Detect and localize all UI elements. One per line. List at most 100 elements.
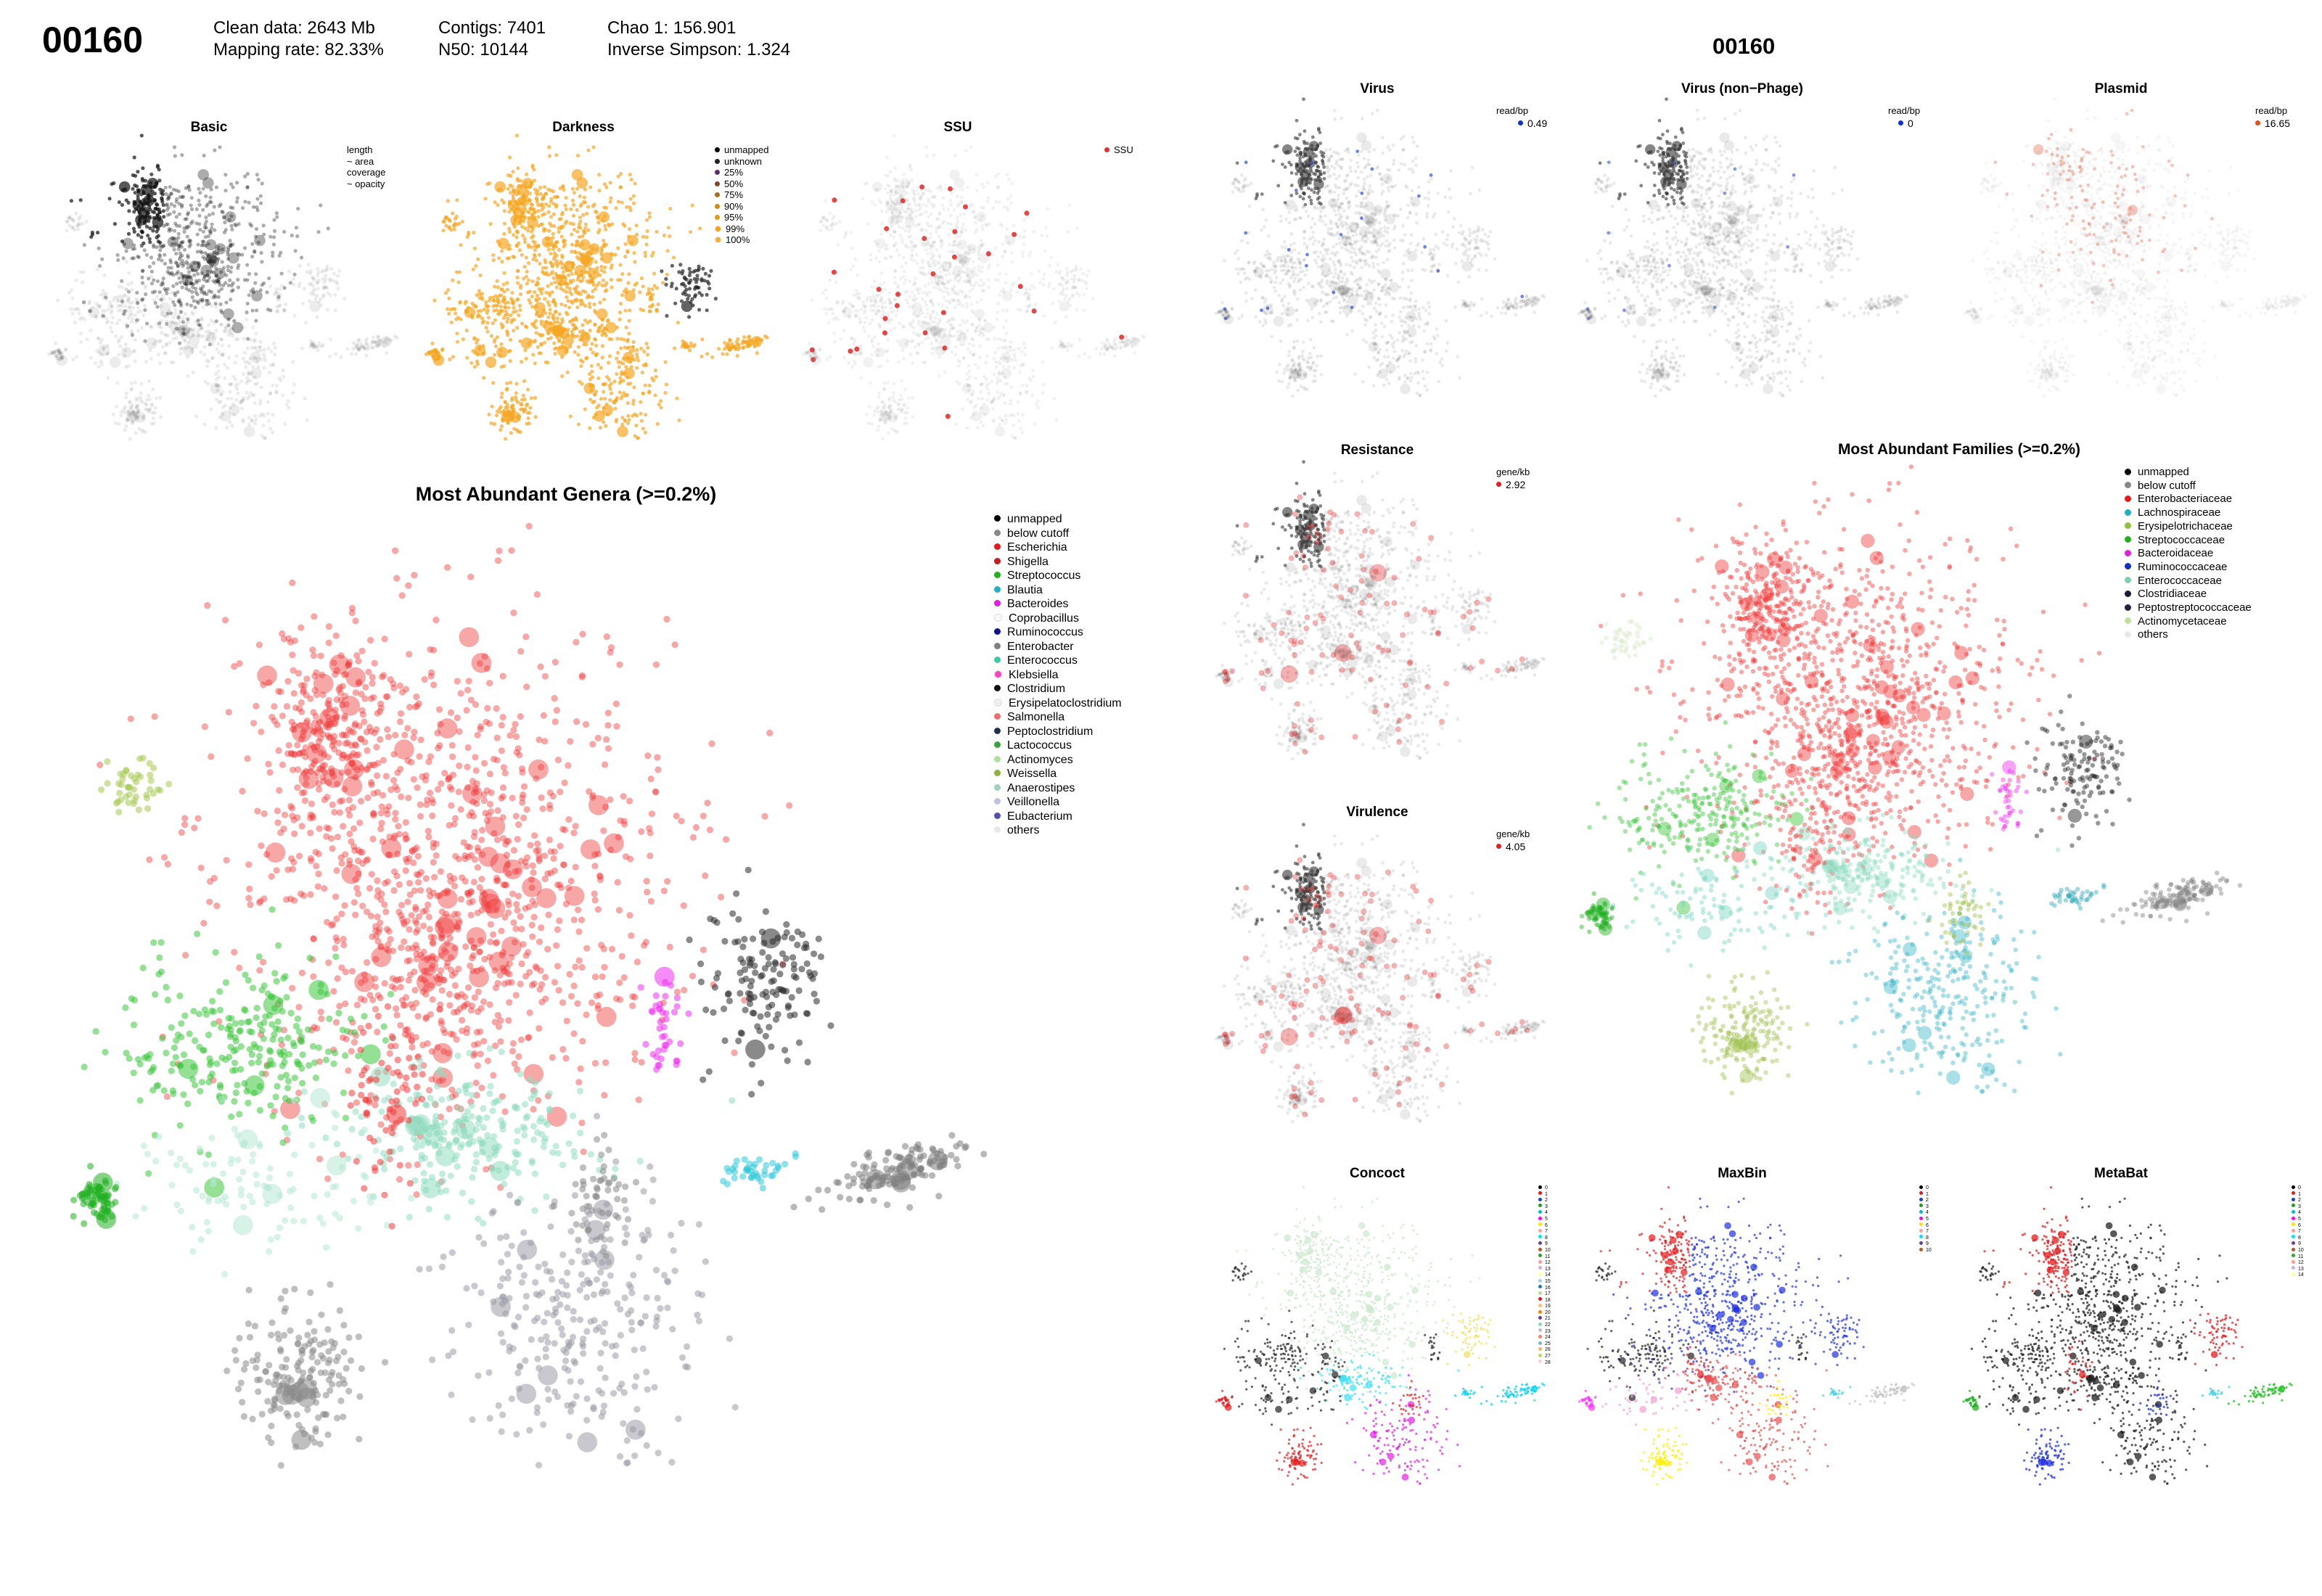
scatter-point [538,192,543,196]
scatter-point [964,250,968,255]
scatter-point [883,300,887,305]
scatter-point [1064,281,1068,285]
scatter-point [623,367,635,379]
scatter-point [996,396,1001,400]
scatter-point [387,338,391,342]
scatter-point [1003,346,1006,350]
legend-basic: length ~ area coverage ~ opacity [347,144,385,189]
scatter-point [95,349,99,353]
scatter-point [392,731,399,739]
scatter-point [209,304,213,308]
scatter-point [888,415,892,419]
scatter-point [355,342,359,346]
scatter-point [708,740,715,747]
scatter-point [980,297,983,302]
scatter-point [181,316,185,321]
scatter-point [953,275,958,279]
scatter-point [147,216,152,221]
scatter-point [854,289,858,293]
scatter-point [808,349,812,353]
scatter-point [398,710,405,717]
scatter-point [1059,342,1063,346]
scatter-point [126,316,131,320]
scatter-point [178,328,182,332]
scatter-point [864,412,869,416]
scatter-point [342,297,347,301]
scatter-point [254,234,266,247]
scatter-point [117,421,121,427]
legend-label: 25% [724,167,743,178]
scatter-point [1037,269,1041,273]
scatter-point [765,335,769,340]
scatter-point [870,200,874,205]
scatter-point [511,310,516,314]
scatter-point [522,379,527,383]
scatter-point [916,334,920,337]
scatter-point [692,276,697,281]
scatter-point [81,300,86,305]
scatter-point [879,297,883,302]
scatter-point [159,302,171,313]
scatter-point [236,252,240,256]
scatter-point [151,290,155,295]
scatter-point [1077,277,1081,281]
scatter-point [535,299,539,303]
scatter-point [1042,272,1046,276]
scatter-point [168,258,173,263]
scatter-point [229,289,234,293]
scatter-point [155,322,160,326]
scatter-point [204,279,209,284]
scatter-point [282,308,287,312]
scatter-point [469,361,474,365]
scatter-point [844,231,848,234]
scatter-point [402,855,409,863]
scatter-point [978,382,982,387]
scatter-point [939,288,943,292]
scatter-point [891,398,895,402]
scatter-point [524,356,528,361]
scatter-point [958,323,962,327]
scatter-point [825,219,829,223]
scatter-point [625,400,630,406]
scatter-point [194,319,198,324]
scatter-point [253,414,258,418]
scatter-point [256,240,260,244]
scatter-point [103,308,107,313]
scatter-point [970,337,975,341]
scatter-point [500,881,507,889]
scatter-point [942,295,946,299]
scatter-point [879,295,884,300]
scatter-point [925,154,929,158]
scatter-point [1025,215,1029,219]
scatter-point [1054,418,1059,422]
scatter-point [1025,390,1029,393]
scatter-point [1019,427,1022,431]
scatter-point [1060,275,1064,279]
scatter-point [951,318,956,322]
scatter-point [165,321,169,326]
scatter-point [543,297,547,301]
scatter-point [214,243,226,255]
scatter-point [905,198,909,202]
scatter-point [465,355,469,360]
scatter-point [945,414,951,419]
scatter-point [968,277,972,281]
scatter-point [865,298,869,303]
scatter-point [1085,273,1088,278]
scatter-point [881,406,885,410]
scatter-point [89,309,93,313]
scatter-point [381,635,388,643]
scatter-point [893,429,898,434]
scatter-point [919,205,923,210]
scatter-point [971,310,975,315]
scatter-point [170,271,174,275]
scatter-point [730,342,734,346]
scatter-point [603,223,607,228]
scatter-point [507,200,512,204]
scatter-point [967,245,972,250]
scatter-point [105,352,110,356]
scatter-point [612,995,620,1003]
scatter-point [177,317,181,321]
scatter-point [915,287,919,291]
scatter-point [183,217,187,221]
